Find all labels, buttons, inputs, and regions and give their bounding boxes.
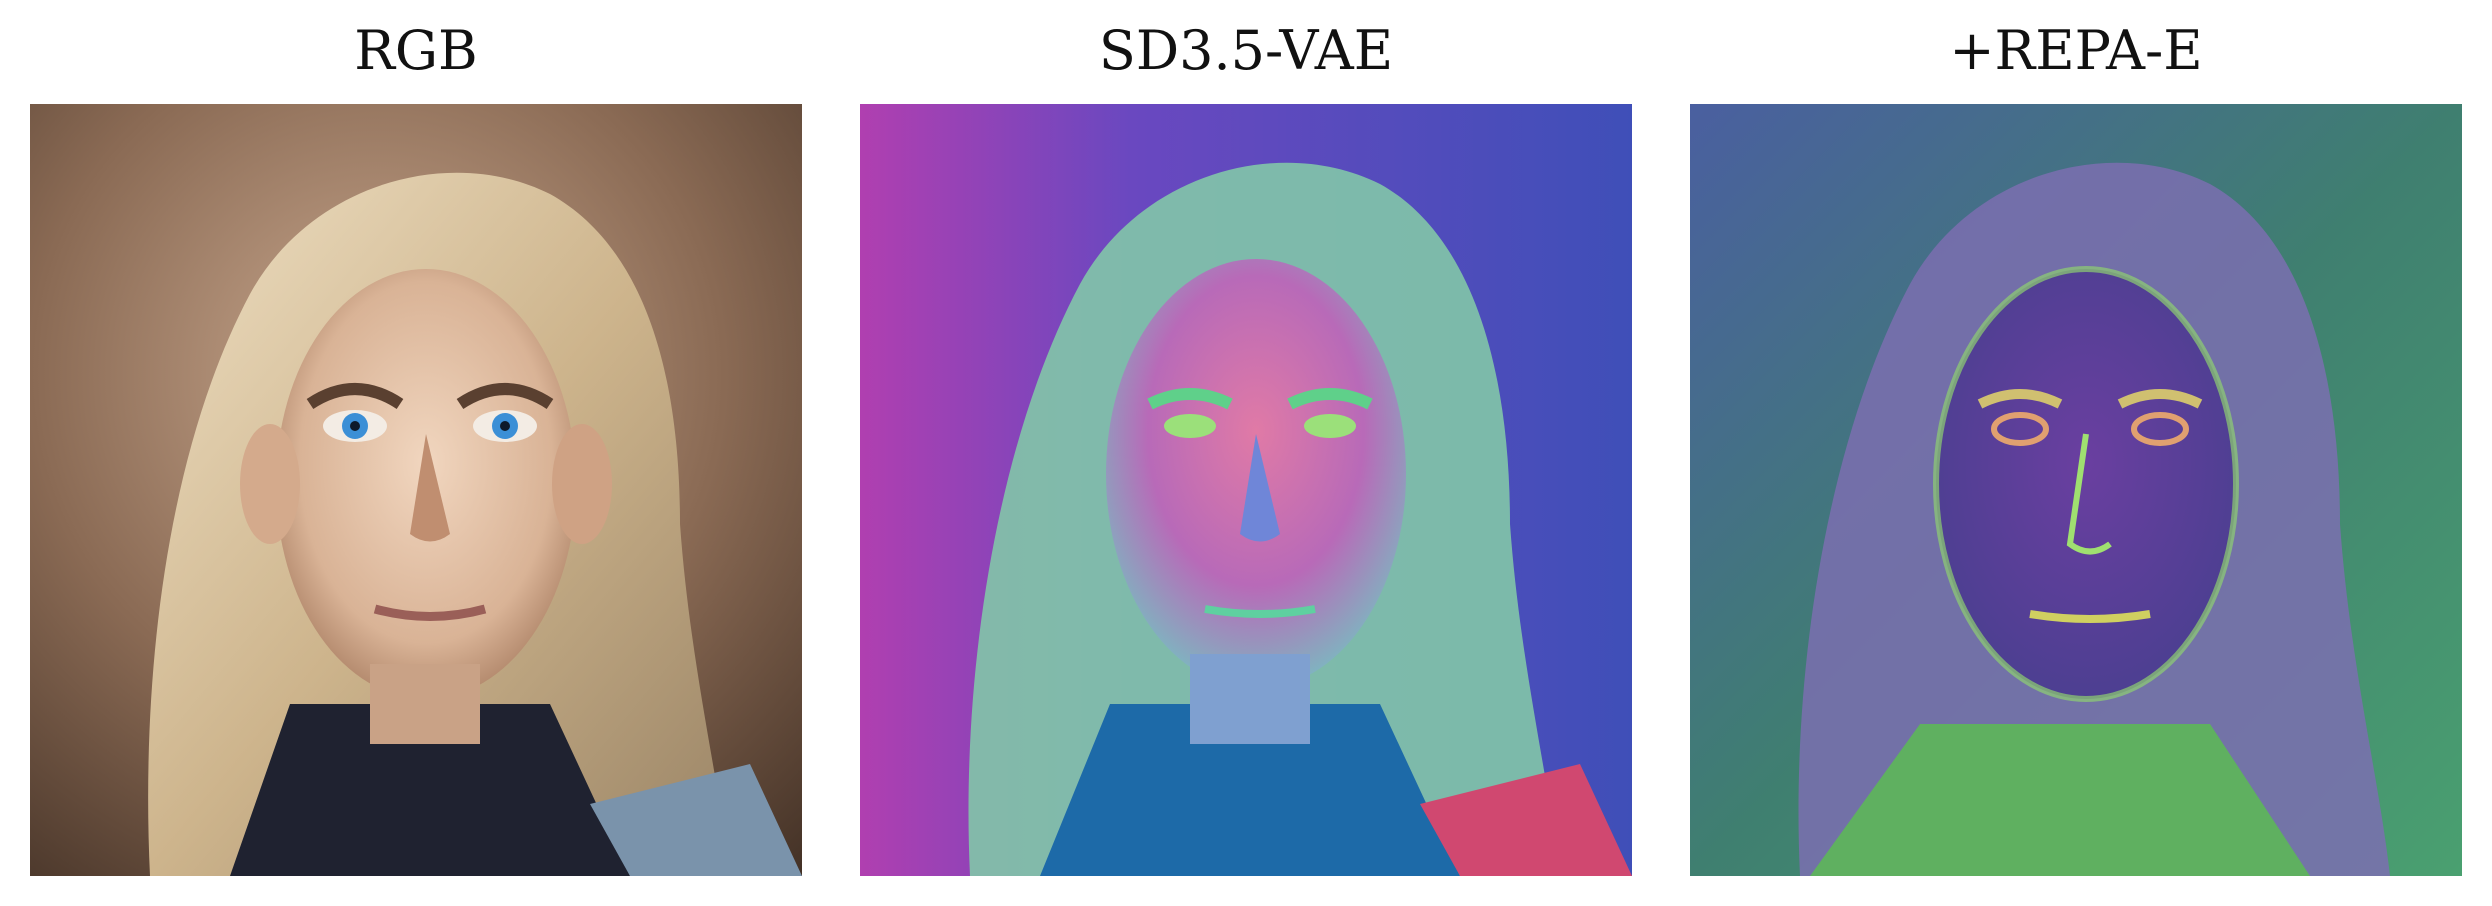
panel-title-repa-e: +REPA-E <box>1949 19 2203 82</box>
panel-title-sd35-vae: SD3.5-VAE <box>1098 19 1394 82</box>
panel-repa-e: +REPA-E <box>1690 0 2462 906</box>
sd35-vae-image <box>860 104 1632 876</box>
panel-rgb: RGB <box>30 0 802 906</box>
panel-title-rgb: RGB <box>354 19 478 82</box>
panel-sd35-vae: SD3.5-VAE <box>860 0 1632 906</box>
repa-e-image <box>1690 104 2462 876</box>
rgb-image <box>30 104 802 876</box>
